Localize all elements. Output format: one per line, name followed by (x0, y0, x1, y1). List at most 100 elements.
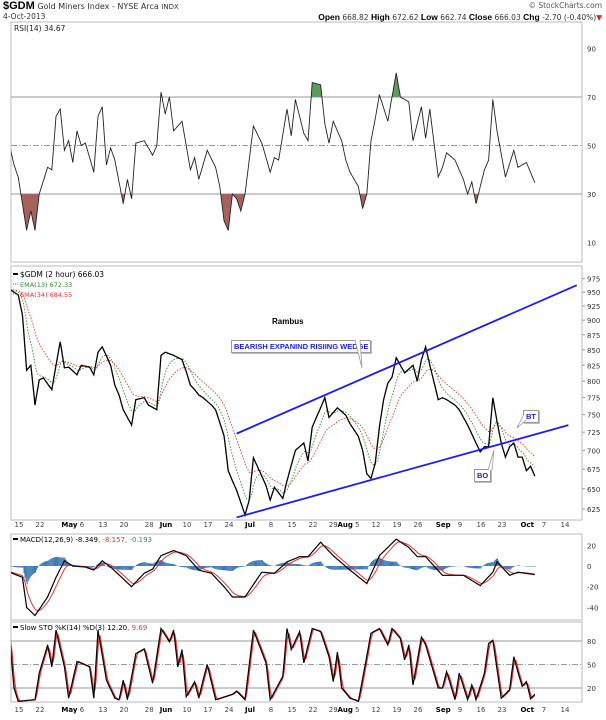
x-tick-label: 22 (309, 706, 318, 714)
macd-histogram-bar (220, 566, 222, 571)
y-tick-label: -20 (587, 584, 598, 592)
macd-histogram-bar (296, 564, 298, 566)
macd-histogram-bar (253, 560, 255, 566)
macd-histogram-bar (225, 566, 227, 571)
macd-histogram-bar (89, 566, 91, 568)
macd-histogram-bar (493, 560, 495, 566)
y-tick-label: 50 (587, 662, 596, 670)
macd-histogram-bar (348, 566, 350, 570)
macd-histogram-bar (227, 566, 229, 571)
sto-legend-part: , 9.69 (127, 624, 147, 632)
macd-histogram-bar (378, 557, 380, 566)
macd-histogram-bar (194, 566, 196, 571)
macd-histogram-bar (206, 566, 208, 568)
x-tick-label: Oct (520, 706, 534, 714)
y-tick-label: 750 (587, 412, 600, 420)
macd-histogram-bar (209, 566, 211, 568)
x-tick-label: 26 (414, 521, 423, 529)
macd-histogram-bar (56, 556, 58, 566)
macd-histogram-bar (356, 566, 358, 570)
macd-histogram-bar (339, 566, 341, 570)
x-tick-label: 22 (36, 706, 45, 714)
macd-histogram-bar (506, 566, 508, 569)
macd-histogram-bar (450, 566, 452, 567)
macd-histogram-bar (260, 560, 262, 566)
macd-histogram-bar (257, 560, 259, 566)
panel-frame (10, 533, 583, 621)
macd-histogram-bar (259, 560, 261, 566)
macd-histogram-bar (471, 566, 473, 569)
macd-histogram-bar (234, 566, 236, 570)
x-tick-label: 22 (36, 521, 45, 529)
macd-histogram-bar (172, 563, 174, 566)
macd-histogram-bar (294, 563, 296, 566)
macd-histogram-bar (131, 566, 133, 570)
macd-histogram-bar (508, 566, 510, 570)
macd-line (11, 538, 535, 617)
macd-histogram-bar (48, 559, 50, 566)
macd-histogram-bar (485, 563, 487, 566)
macd-histogram-bar (347, 566, 349, 570)
high-value: 672.62 (392, 13, 419, 22)
macd-histogram-bar (369, 563, 371, 566)
macd-histogram-bar (434, 566, 436, 570)
macd-legend-part: , -8.157 (98, 536, 125, 544)
macd-histogram-bar (422, 566, 424, 568)
backtest-callout: BT (523, 410, 539, 423)
macd-histogram-bar (17, 566, 19, 568)
macd-histogram-bar (67, 562, 69, 566)
macd-histogram-bar (95, 565, 97, 566)
macd-histogram-bar (42, 562, 44, 566)
x-tick-label: 24 (225, 706, 234, 714)
macd-histogram-bar (14, 566, 16, 568)
macd-histogram-bar (505, 566, 507, 569)
macd-histogram-bar (224, 566, 226, 571)
macd-histogram-bar (473, 566, 475, 569)
macd-histogram-bar (324, 566, 326, 567)
x-tick-label: 17 (204, 521, 213, 529)
ohlc-summary: Open 668.82 High 672.62 Low 662.74 Close… (318, 12, 602, 23)
x-tick-label: Sep (436, 521, 451, 529)
macd-histogram-bar (190, 566, 192, 570)
x-tick-label: 19 (393, 706, 402, 714)
macd-histogram-bar (208, 566, 210, 568)
macd-histogram-bar (382, 559, 384, 566)
macd-histogram-bar (12, 566, 14, 567)
macd-histogram-bar (31, 566, 33, 575)
macd-histogram-bar (143, 562, 145, 566)
macd-histogram-bar (62, 557, 64, 566)
macd-histogram-bar (489, 562, 491, 566)
macd-histogram-bar (130, 566, 132, 570)
macd-histogram-bar (398, 564, 400, 566)
macd-histogram-bar (46, 560, 48, 566)
x-tick-label: 9 (458, 521, 462, 529)
macd-histogram-bar (27, 566, 29, 582)
macd-histogram-bar (319, 561, 321, 566)
macd-histogram-bar (512, 566, 514, 568)
macd-histogram-bar (472, 566, 474, 569)
macd-histogram-bar (360, 566, 362, 570)
x-tick-label: Aug (337, 521, 352, 529)
macd-histogram-bar (309, 564, 311, 566)
macd-histogram-bar (466, 566, 468, 568)
macd-histogram-bar (407, 566, 409, 569)
macd-histogram-bar (25, 566, 27, 582)
macd-histogram-bar (29, 566, 31, 578)
close-value: 666.03 (494, 13, 521, 22)
y-tick-label: 800 (587, 378, 600, 386)
macd-histogram-bar (148, 563, 150, 566)
macd-histogram-bar (399, 565, 401, 566)
y-tick-label: 50 (587, 143, 596, 151)
ema34-line (11, 289, 536, 487)
x-tick-label: 6 (80, 706, 85, 714)
macd-histogram-bar (413, 566, 415, 570)
instrument-name: Gold Miners Index - NYSE Arca (37, 2, 159, 11)
x-tick-label: 20 (120, 706, 129, 714)
macd-histogram-bar (229, 566, 231, 571)
macd-histogram-bar (372, 560, 374, 566)
macd-histogram-bar (490, 562, 492, 566)
rsi-oversold-fill (11, 194, 535, 231)
macd-histogram-bar (314, 562, 316, 566)
macd-histogram-bar (321, 563, 323, 566)
sto-k-line (11, 626, 536, 702)
